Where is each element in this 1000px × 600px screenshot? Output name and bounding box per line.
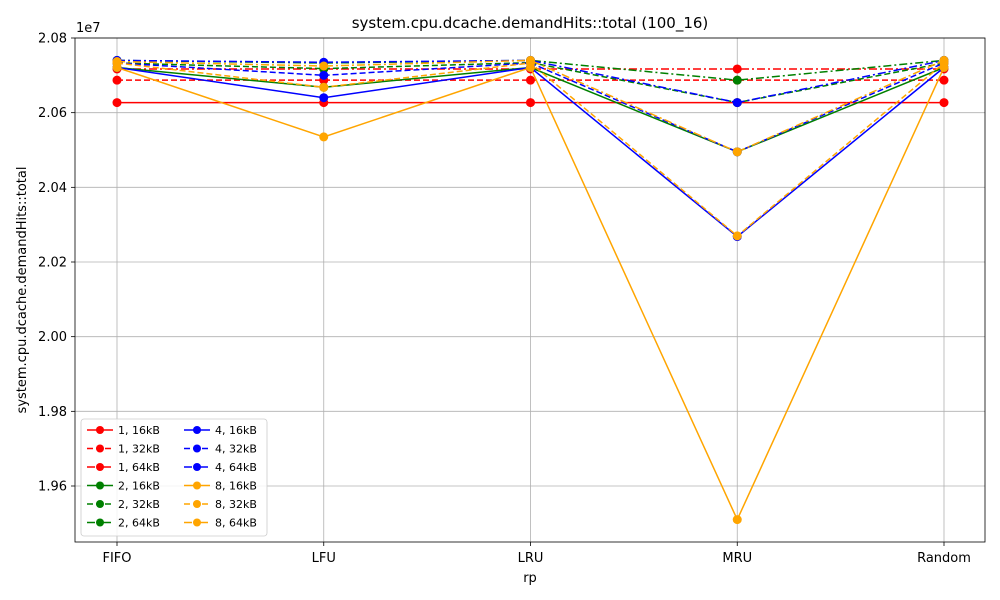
- data-point: [112, 57, 122, 67]
- data-point: [319, 93, 329, 103]
- data-point: [732, 64, 742, 74]
- legend-label: 2, 16kB: [118, 480, 160, 493]
- data-point: [526, 55, 535, 65]
- y-tick-label: 2.04: [38, 181, 67, 196]
- x-tick-label: Random: [917, 551, 971, 566]
- x-axis-label: rp: [523, 571, 537, 586]
- legend-marker: [193, 426, 201, 434]
- legend-label: 8, 32kB: [215, 498, 257, 511]
- legend-marker: [193, 463, 201, 471]
- series-11: [112, 55, 949, 157]
- x-tick-label: FIFO: [102, 551, 131, 566]
- x-tick-label: LFU: [312, 551, 336, 566]
- data-point: [939, 55, 949, 65]
- legend-label: 8, 64kB: [215, 517, 257, 530]
- legend-label: 1, 16kB: [118, 424, 160, 437]
- legend-marker: [193, 518, 201, 527]
- y-axis-label: system.cpu.dcache.demandHits::total: [15, 167, 30, 414]
- y-tick-label: 2.08: [38, 32, 67, 47]
- legend: 1, 16kB 1, 32kB 1, 64kB 2, 16kB 2, 32kB 2, 64…: [80, 418, 268, 537]
- x-tick-label: MRU: [722, 551, 752, 566]
- series-line: [116, 61, 945, 104]
- y-scale-label: 1e7: [76, 21, 101, 36]
- legend-marker: [96, 481, 104, 490]
- series-line: [116, 59, 945, 81]
- data-point: [112, 75, 122, 85]
- data-point: [732, 98, 742, 108]
- legend-box: [80, 418, 268, 537]
- series-lines: [112, 55, 949, 525]
- series-line: [116, 59, 945, 153]
- data-point: [939, 98, 949, 108]
- legend-marker: [96, 500, 104, 508]
- legend-marker: [96, 444, 104, 453]
- y-tick-label: 2.02: [38, 256, 67, 271]
- legend-marker: [96, 426, 104, 434]
- x-tick-label: LRU: [518, 551, 544, 566]
- axes: FIFO LFU LRU MRU Random 1.96 1.98 2.00 2.02 2.04 2…: [38, 32, 986, 566]
- chart-title: system.cpu.dcache.demandHits::total (100…: [352, 14, 709, 33]
- legend-marker: [193, 500, 201, 508]
- data-point: [319, 82, 329, 92]
- data-point: [732, 147, 742, 157]
- legend-label: 4, 16kB: [215, 424, 257, 437]
- data-point: [319, 70, 329, 80]
- legend-label: 8, 16kB: [215, 480, 257, 493]
- data-point: [526, 98, 535, 108]
- legend-label: 1, 64kB: [118, 461, 160, 474]
- y-tick-label: 1.98: [38, 405, 67, 420]
- legend-label: 2, 64kB: [118, 517, 160, 530]
- series-line: [116, 59, 945, 104]
- y-tick-label: 2.00: [38, 330, 67, 345]
- plot-frame: [74, 37, 986, 543]
- legend-label: 4, 32kB: [215, 443, 257, 456]
- y-tick-label: 1.96: [38, 480, 67, 495]
- data-point: [112, 98, 122, 108]
- data-point: [319, 61, 329, 71]
- legend-marker: [96, 463, 104, 471]
- data-point: [732, 231, 742, 241]
- data-point: [319, 132, 329, 142]
- legend-marker: [96, 518, 104, 527]
- legend-label: 2, 32kB: [118, 498, 160, 511]
- legend-marker: [193, 444, 201, 453]
- data-point: [939, 75, 949, 85]
- data-point: [732, 75, 742, 85]
- data-point: [732, 515, 742, 525]
- legend-label: 4, 64kB: [215, 461, 257, 474]
- series-0: [112, 98, 949, 108]
- data-point: [526, 75, 535, 85]
- y-tick-label: 2.06: [38, 106, 67, 121]
- legend-marker: [193, 481, 201, 490]
- legend-label: 1, 32kB: [118, 443, 160, 456]
